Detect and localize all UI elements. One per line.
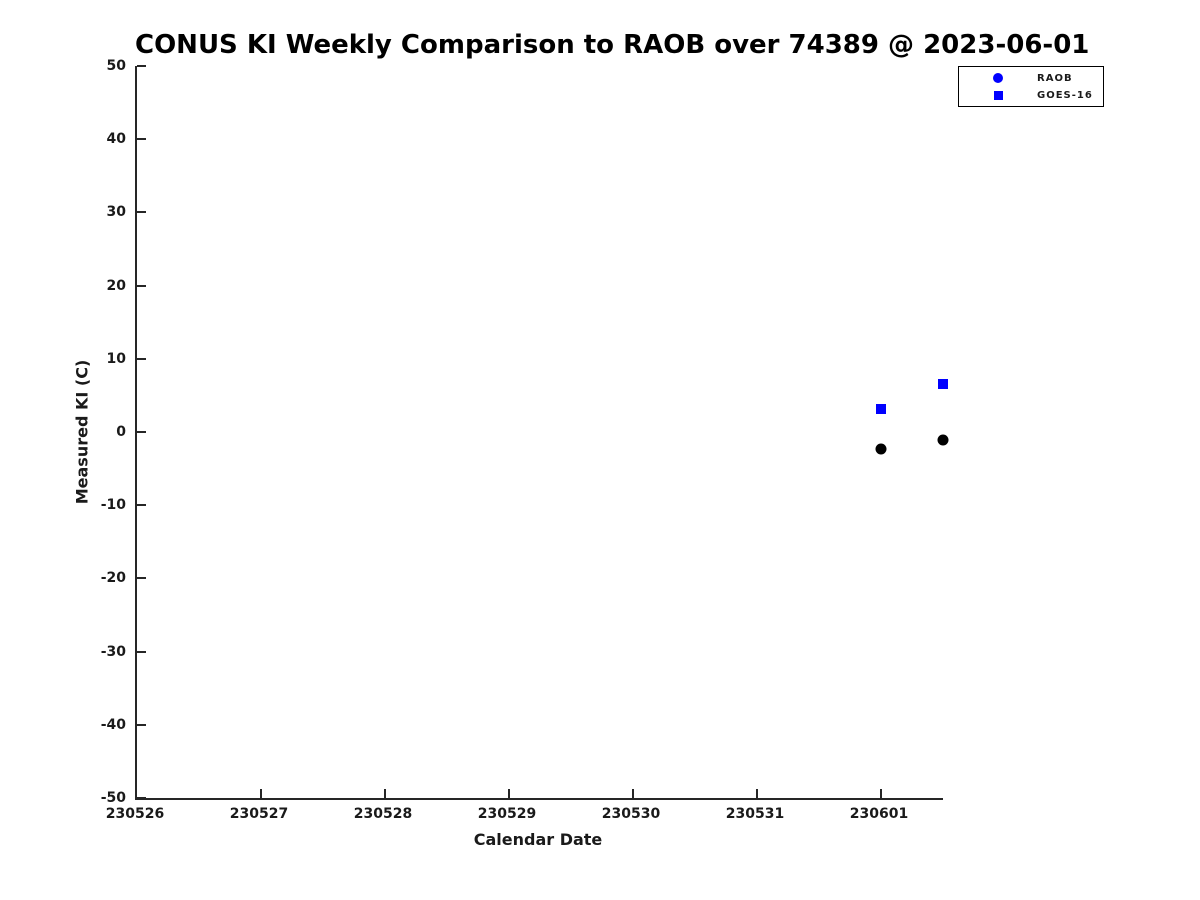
x-tick-label: 230531 <box>725 806 785 822</box>
data-point-goes-16 <box>876 403 886 414</box>
y-tick-mark <box>137 504 146 507</box>
legend-label: GOES-16 <box>1037 89 1093 101</box>
legend-entry-goes-16: GOES-16 <box>959 88 1103 102</box>
x-tick-label: 230530 <box>601 806 661 822</box>
x-tick-label: 230527 <box>229 806 289 822</box>
y-tick-label: 20 <box>106 277 126 294</box>
legend-marker-cell <box>959 73 1037 83</box>
y-tick-label: 10 <box>106 350 126 367</box>
y-tick-mark <box>137 650 146 653</box>
x-tick-mark <box>260 789 262 798</box>
data-point-goes-16 <box>938 378 948 389</box>
y-tick-mark <box>137 211 146 214</box>
legend-marker-cell <box>959 90 1037 100</box>
x-axis-label: Calendar Date <box>473 830 603 849</box>
y-tick-label: -50 <box>100 790 126 806</box>
x-tick-label: 230601 <box>849 806 909 822</box>
y-tick-label: 50 <box>106 58 126 74</box>
y-tick-mark <box>137 357 146 360</box>
legend-entry-raob: RAOB <box>959 71 1103 85</box>
y-tick-label: -10 <box>100 497 126 514</box>
x-tick-mark <box>384 789 386 798</box>
legend-square-icon <box>993 90 1003 100</box>
legend-circle-icon <box>993 73 1003 83</box>
y-tick-mark <box>137 577 146 580</box>
y-tick-label: -40 <box>100 716 126 733</box>
plot-area <box>135 65 949 800</box>
y-tick-label: 40 <box>106 131 126 148</box>
x-tick-label: 230526 <box>105 806 165 822</box>
y-tick-mark <box>137 431 146 433</box>
y-tick-label: -20 <box>100 570 126 587</box>
x-tick-mark <box>508 789 510 798</box>
data-point-raob <box>875 443 887 455</box>
y-tick-mark <box>137 797 146 799</box>
x-tick-mark <box>880 789 882 798</box>
y-tick-mark <box>137 284 146 287</box>
chart-title: CONUS KI Weekly Comparison to RAOB over … <box>135 30 1090 60</box>
y-tick-label: 30 <box>106 204 126 221</box>
x-tick-mark <box>632 789 634 798</box>
legend-box: RAOB GOES-16 <box>958 66 1104 107</box>
y-tick-label: 0 <box>116 424 126 440</box>
y-tick-label: -30 <box>100 643 126 660</box>
data-point-raob <box>937 434 949 446</box>
y-tick-mark <box>137 138 146 141</box>
x-tick-mark <box>756 789 758 798</box>
x-tick-label: 230529 <box>477 806 537 822</box>
y-tick-mark <box>137 65 146 67</box>
x-tick-label: 230528 <box>353 806 413 822</box>
legend-label: RAOB <box>1037 72 1073 84</box>
y-tick-mark <box>137 723 146 726</box>
